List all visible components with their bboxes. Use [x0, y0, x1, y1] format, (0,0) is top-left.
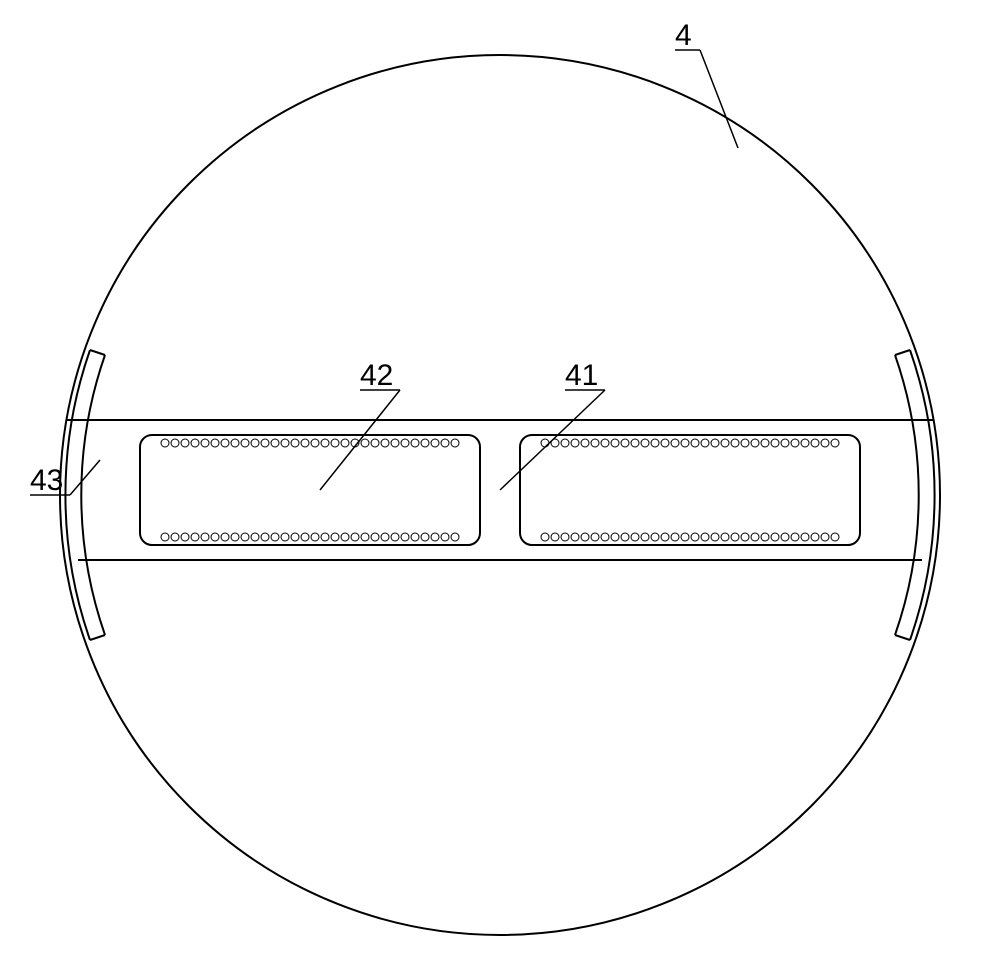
label-43: 43 [30, 464, 63, 497]
technical-diagram: 4 42 41 43 [0, 0, 1000, 960]
left-slot-bottom-circles [161, 533, 459, 541]
right-slot [520, 435, 860, 545]
outer-circle [60, 55, 940, 935]
right-slot-top-circles [541, 439, 839, 447]
right-slot-bottom-circles [541, 533, 839, 541]
left-slot [140, 435, 480, 545]
left-slot-top-circles [161, 439, 459, 447]
label-4: 4 [675, 19, 692, 52]
label-4-leader [675, 50, 738, 148]
label-41-leader [500, 390, 605, 490]
label-41: 41 [565, 359, 598, 392]
label-42: 42 [360, 359, 393, 392]
